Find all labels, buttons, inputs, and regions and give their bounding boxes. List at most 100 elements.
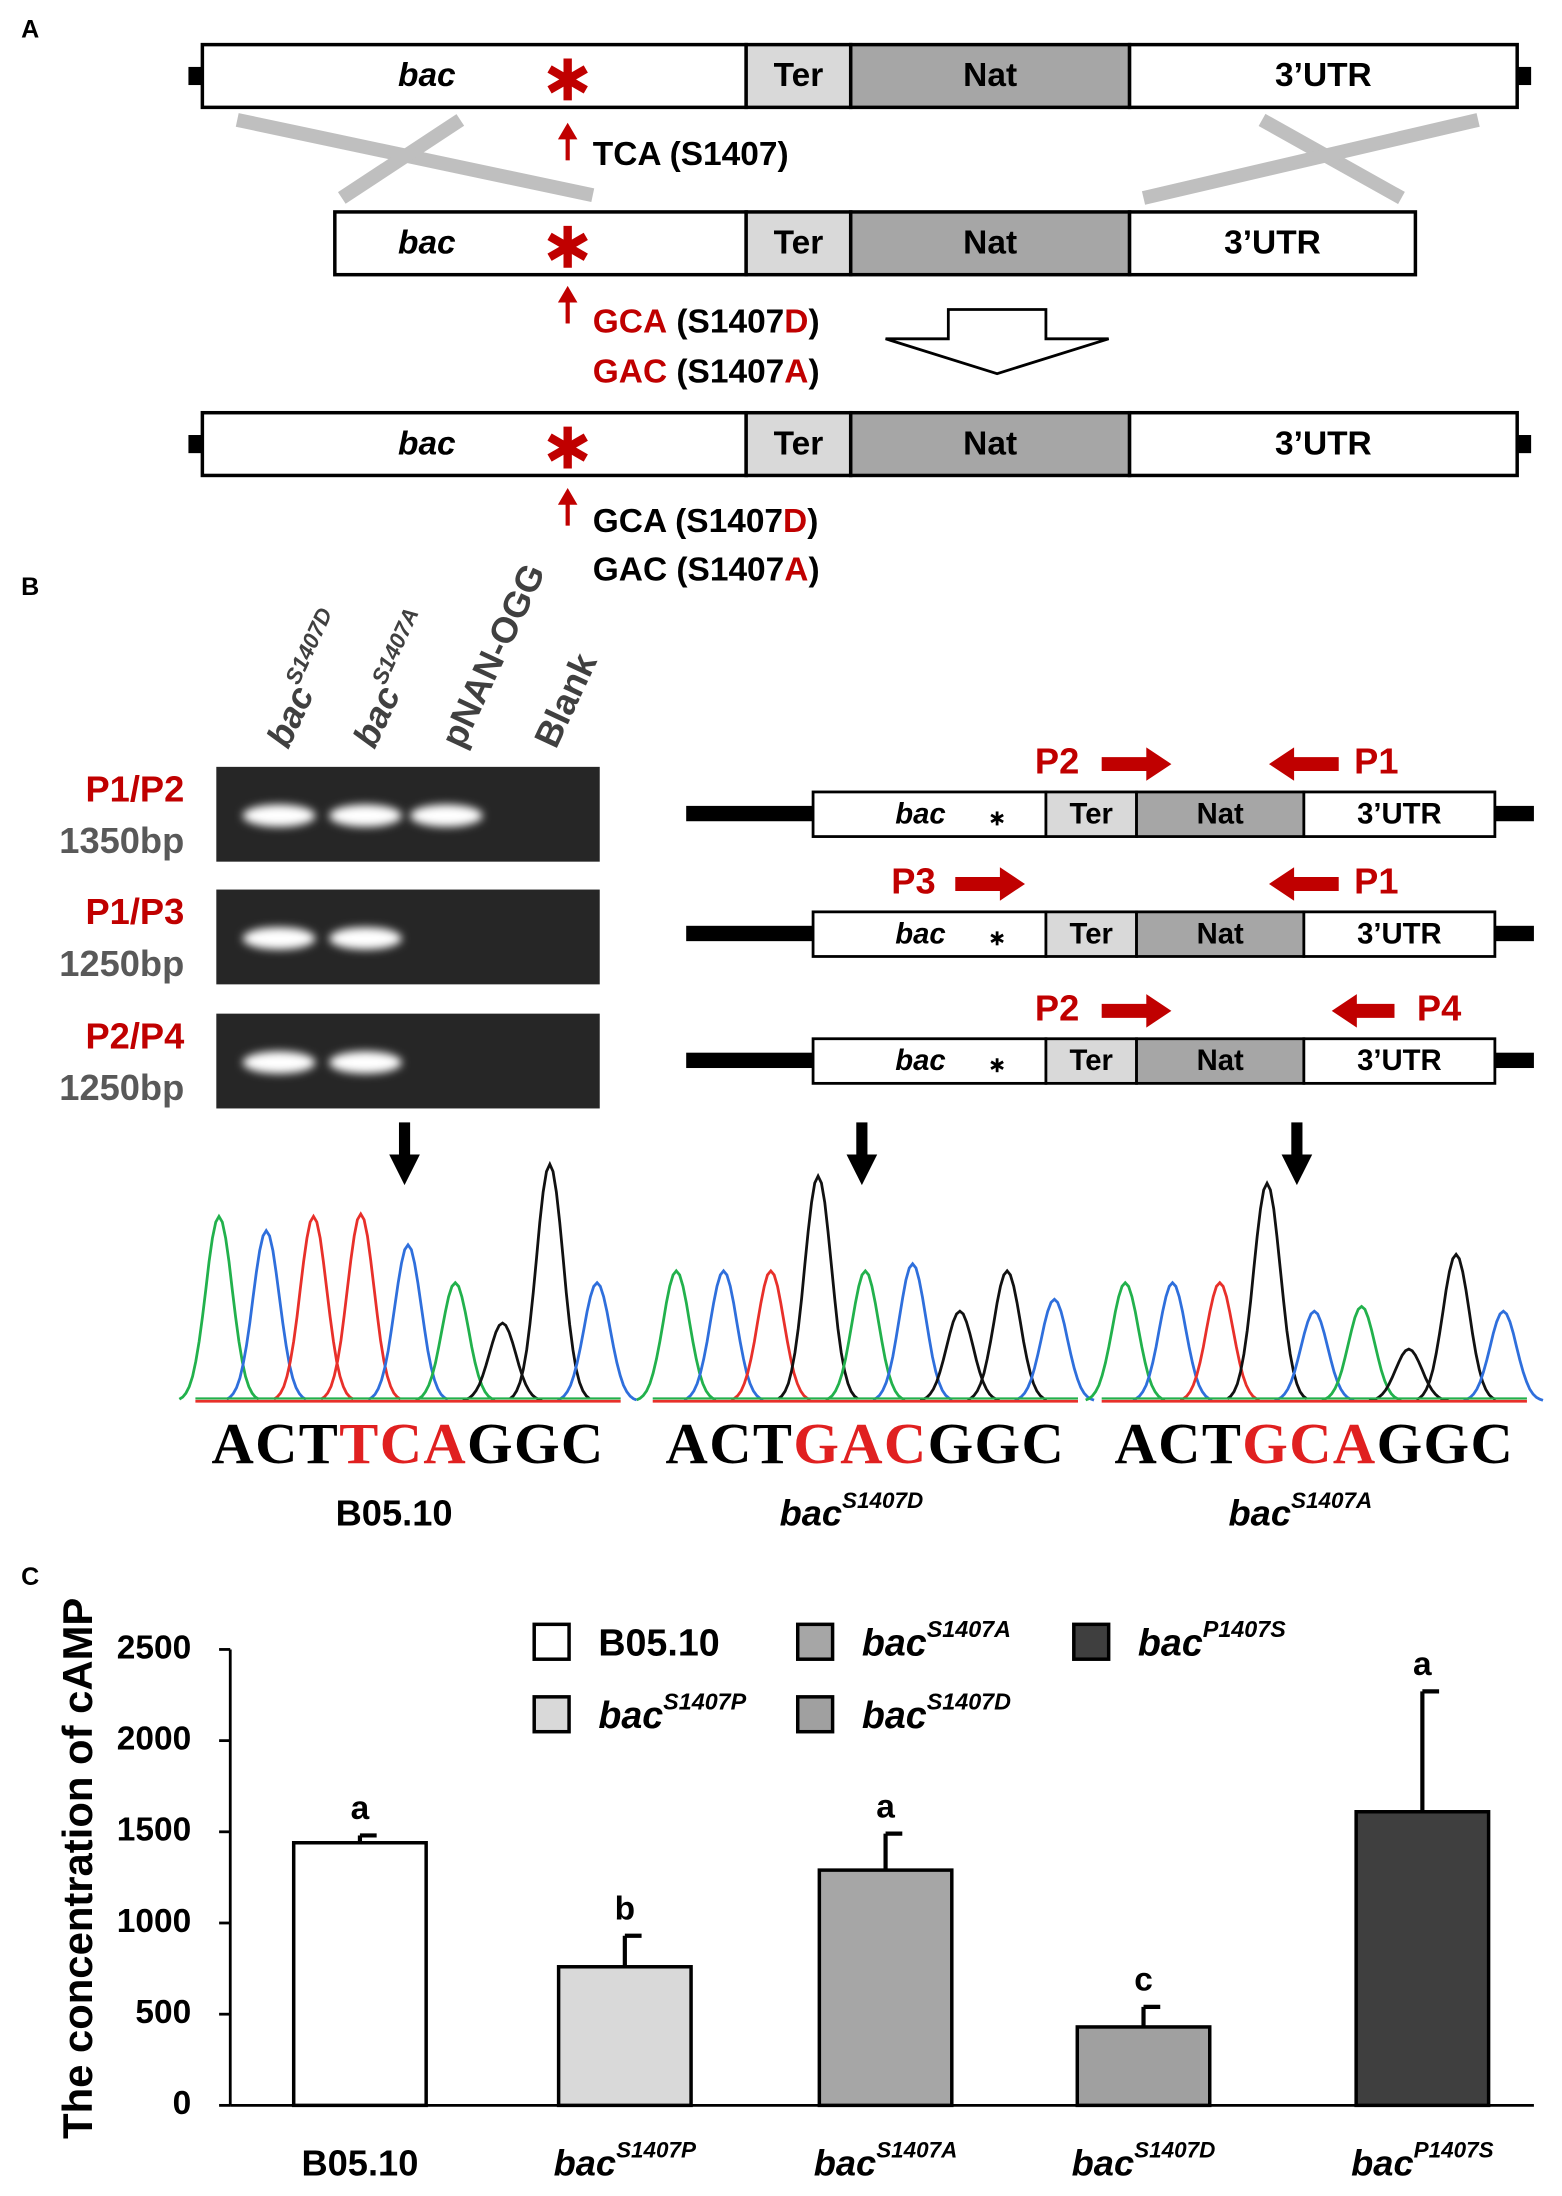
primer-pair: P1/P2 [85,769,184,810]
asterisk [990,813,1004,824]
segment-label: Nat [963,225,1017,262]
label-base: bac [780,1492,842,1533]
gel-band [329,804,402,827]
annotation-part: D [783,503,807,540]
trace-peak [1179,1280,1261,1402]
significance-label: c [1134,1962,1153,1999]
legend-swatch [795,1695,835,1734]
crossover-line [337,114,465,204]
annotation-part: ) [807,503,818,540]
schematic-segment [1302,1037,1497,1085]
construct-segment [1127,42,1519,110]
trace-peak [919,1309,1000,1402]
primer-label: P2 [1035,741,1079,782]
trace-peak [556,1280,638,1402]
annotation-part: GGC [928,1411,1066,1476]
schematic-segment [1302,910,1497,958]
construct-segment [744,410,853,478]
segment-label: bac [398,57,456,94]
sequence: ACTTCAGGC [211,1411,604,1476]
schematic-segment [1044,1037,1138,1085]
construct-cap [188,435,203,454]
trace-peak [367,1242,449,1401]
trace-peak [462,1321,543,1402]
annotation-part: GAC (S1407 [593,552,785,589]
construct-cap [1517,435,1532,454]
annotation-part: ACT [666,1411,794,1476]
crossover-line [1141,113,1480,205]
significance-label: a [876,1788,895,1825]
annotation-part: (S1407 [667,303,784,340]
segment-label: bac [398,425,456,462]
segment-label: 3’UTR [1224,225,1321,262]
label-sup: S1407A [927,1616,1011,1642]
segment-label: Nat [1197,797,1244,830]
label: B05.10 [598,1621,719,1663]
annotation-part: ) [808,552,819,589]
sequence: ACTGCAGGC [1114,1411,1514,1476]
label-base: bac [1138,1621,1203,1663]
construct-segment [848,210,1132,277]
down-arrow-head [1281,1154,1313,1186]
site-arrow-head [557,488,578,505]
trace-peak [178,1213,260,1401]
segment-label: bac [895,797,945,830]
construct-segment [744,210,853,277]
down-arrow-head [389,1154,420,1186]
label: bacP1407S [1351,2137,1493,2182]
segment-label: bac [895,917,945,950]
gel-band [410,804,483,827]
y-axis-label: The concentration of cAMP [54,1598,101,2139]
primer-label: P1 [1354,741,1398,782]
label-sup: S1407D [842,1488,923,1513]
annotation: GCA (S1407D) [593,503,819,540]
label: bacS1407D [862,1689,1011,1736]
construct-segment [848,42,1132,110]
trace-peak [1463,1309,1544,1402]
gel-band [242,804,316,827]
trace-peak [872,1261,953,1401]
primer-arrow [1269,867,1339,901]
trace-peak [1132,1280,1213,1402]
asterisk [547,65,588,94]
label: bacS1407A [1229,1488,1373,1533]
label-base: bac [1072,2142,1134,2183]
segment-label: Nat [963,425,1017,462]
trace-peak [966,1268,1048,1402]
construct-segment [1127,210,1418,277]
annotation: TCA (S1407) [593,136,789,173]
annotation-part: GAC [793,1411,927,1476]
segment-label: Ter [1070,1044,1113,1077]
construct-segment [1127,410,1519,478]
label-sup: S1407A [876,2137,957,2162]
significance-label: a [351,1790,370,1827]
bar [1354,1810,1491,2108]
segment-label: Ter [774,225,824,262]
primer-label: P1 [1354,861,1398,902]
legend-swatch [1072,1622,1111,1661]
label-base: bac [862,1694,927,1736]
schematic-segment [1302,790,1497,838]
annotation-part: ) [808,303,819,340]
primer-arrow [1269,747,1339,781]
label: bacS1407D [780,1488,924,1533]
down-arrow [1291,1122,1303,1158]
label-sup: P1407S [1203,1616,1286,1642]
bar [291,1841,428,2108]
segment-label: 3’UTR [1357,1044,1442,1077]
y-tick-label: 0 [173,2085,192,2122]
primer-label: P3 [891,861,935,902]
trace-peak [273,1213,354,1401]
annotation: GAC (S1407A) [593,354,820,391]
trace-peak [730,1268,812,1402]
bar [1075,2025,1212,2108]
down-arrow-head [846,1154,878,1186]
label-base: bac [1351,2142,1413,2183]
site-arrow-head [557,122,578,140]
segment-label: Nat [1197,1044,1244,1077]
schematic-segment [1044,910,1138,958]
annotation-part: GCA (S1407 [593,503,783,540]
bar [556,1965,693,2108]
trace-peak [1014,1297,1095,1402]
